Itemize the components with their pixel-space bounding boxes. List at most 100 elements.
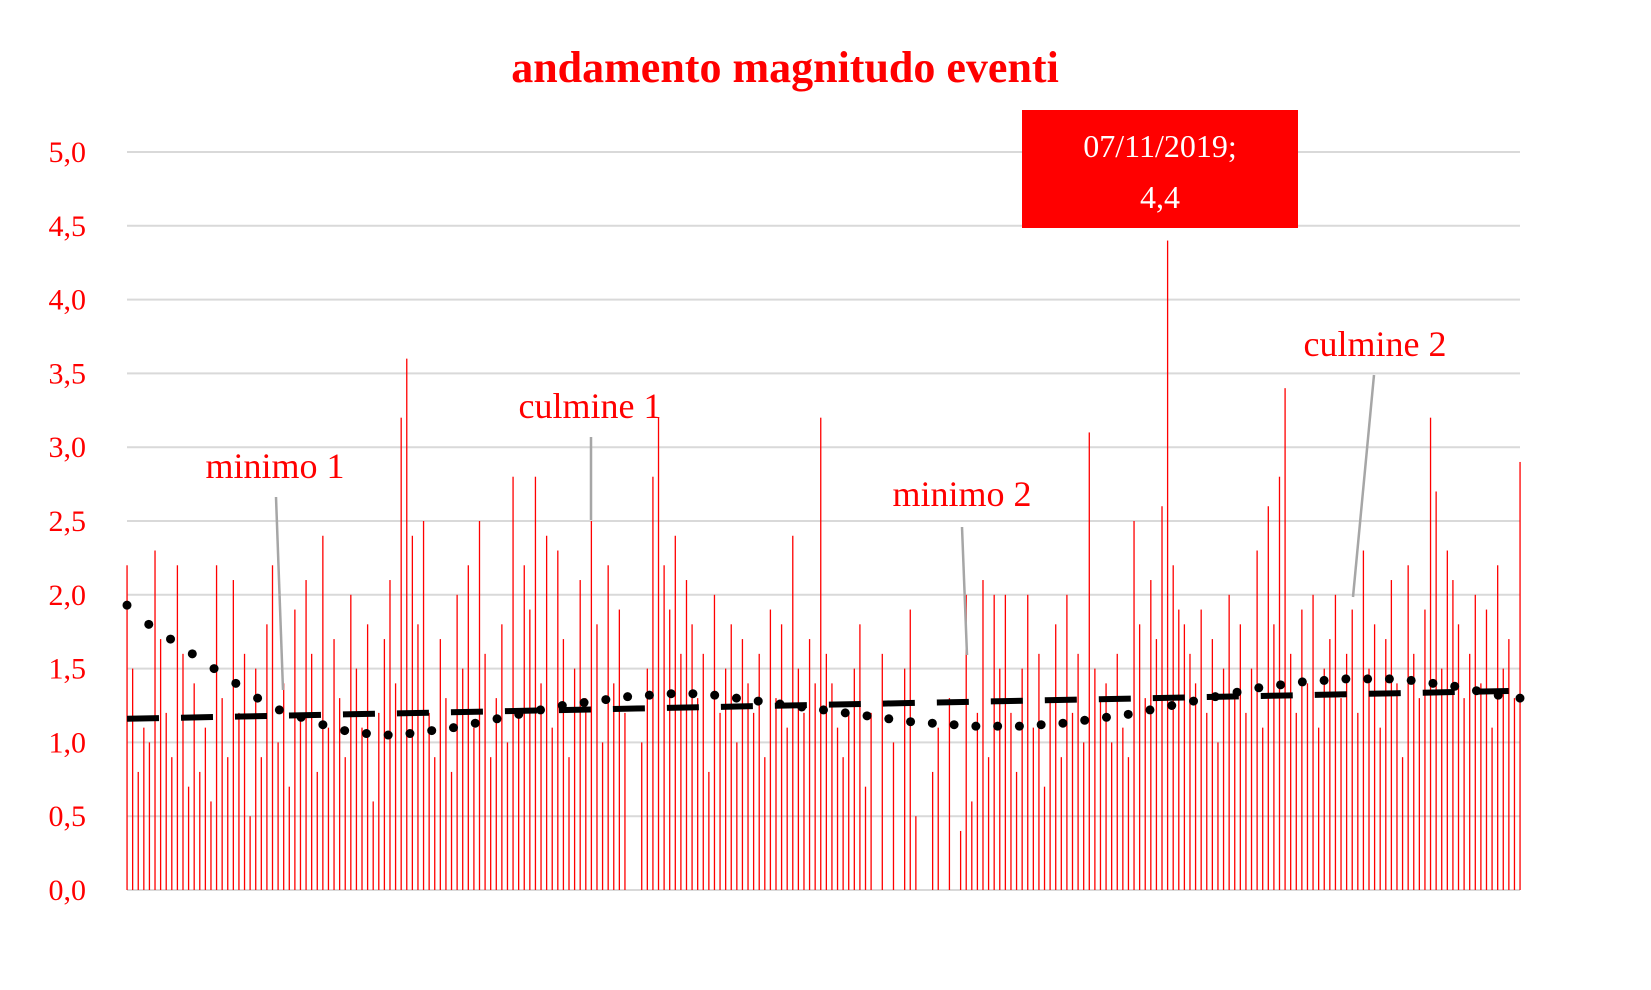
bar [333,639,335,890]
bar [1390,580,1393,890]
bar [1088,432,1090,890]
bar [1497,565,1499,890]
bar [529,609,531,890]
polynomial-trend-dot [884,714,894,724]
bar [1111,742,1113,890]
bar [484,653,486,890]
bar [338,698,341,890]
y-tick-label: 2,0 [49,579,87,612]
bar [316,771,318,890]
bar [501,624,503,890]
bar [680,653,682,890]
bar [534,476,537,890]
bar [176,565,179,890]
bar [1206,712,1208,890]
bar [836,727,839,890]
polynomial-trend-dot [971,721,981,731]
bar [126,565,128,890]
bar [372,801,374,890]
y-tick-label: 0,5 [49,800,87,833]
polynomial-trend-dot [731,693,741,703]
bar [1429,417,1432,890]
bar [182,653,184,890]
bar [881,653,883,890]
annotation-minimo-2: minimo 2 [892,474,1031,514]
bar [641,742,643,890]
bar [1083,742,1085,890]
bar [758,653,760,890]
polynomial-trend-dot [209,664,219,674]
bar [976,712,979,890]
bar [937,727,939,890]
bar [752,712,755,890]
bar [366,624,369,890]
bar [993,594,995,890]
y-tick-label: 0,0 [49,874,87,907]
bar [585,698,587,890]
polynomial-trend-dot [1232,687,1242,697]
bar [971,801,973,890]
bar [646,668,648,890]
bar [1323,668,1325,890]
bar [613,683,615,890]
bar [1306,683,1309,890]
y-axis-ticks: 0,0 0,5 1,0 1,5 2,0 2,5 3,0 3,5 4,0 4,5 5,0 [49,136,87,907]
bar [495,698,497,890]
bar [1250,668,1253,890]
bar [1150,580,1152,890]
data-label-box [1022,110,1298,228]
polynomial-trend-dot [1319,675,1329,685]
bar [327,727,330,890]
bar [663,565,665,890]
polynomial-trend-dot [666,689,676,699]
polynomial-trend-dot [1014,721,1024,731]
bar [227,757,229,890]
bar [159,639,162,890]
bar [1502,668,1504,890]
polynomial-trend-dot [253,693,263,703]
annotation-leader-line [1351,374,1376,598]
bar [1099,698,1102,890]
bar [741,639,744,890]
bar [870,712,872,890]
polynomial-trend-dot [514,709,524,719]
bar [271,565,274,890]
polynomial-trend-dot [1145,705,1155,715]
bar [171,757,173,890]
bar [831,683,833,890]
y-tick-label: 3,0 [49,431,87,464]
bar [1351,609,1353,890]
bar [305,580,307,890]
bar [1301,609,1303,890]
polynomial-trend-dot [1471,686,1481,696]
bar [1077,653,1079,890]
bar [853,668,855,890]
polynomial-trend-dot [1515,693,1525,703]
bar [467,565,469,890]
bar [1485,609,1488,890]
bar [780,624,783,890]
polynomial-trend-dot [840,708,850,718]
polynomial-trend-dot [1450,681,1460,691]
annotation-culmine-1: culmine 1 [519,386,662,426]
bar [769,609,772,890]
bar [1441,668,1443,890]
bar [394,683,397,890]
polynomial-trend-dot [1101,712,1111,722]
bar [523,565,525,890]
y-tick-label: 5,0 [49,136,87,169]
data-label-value: 4,4 [1140,179,1180,215]
bar [422,521,425,890]
bar [1312,594,1314,890]
bar [1183,624,1186,890]
bar [232,580,234,890]
bar [1138,624,1141,890]
bar [193,683,195,890]
polynomial-trend-dot [1058,718,1068,728]
polynomial-trend-dot [927,718,937,728]
annotation-leader-line [274,496,285,691]
bar [1172,565,1174,890]
annotation-leaders [274,374,1376,691]
bar [987,757,990,890]
polynomial-trend-dot [601,695,611,705]
